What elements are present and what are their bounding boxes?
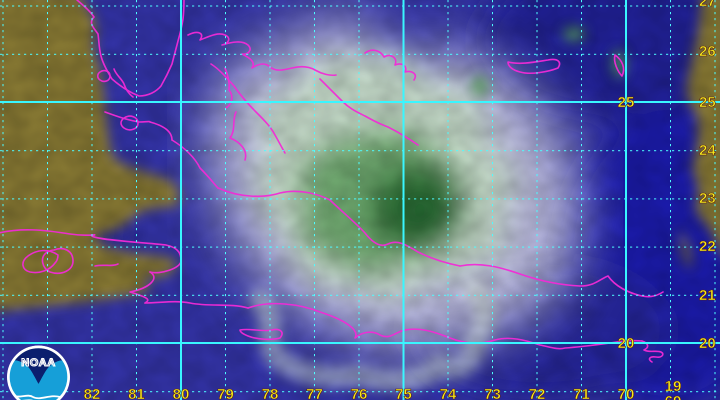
svg-text:73: 73 <box>484 386 501 400</box>
svg-text:70: 70 <box>618 386 635 400</box>
svg-text:25: 25 <box>699 94 716 111</box>
svg-text:20: 20 <box>699 335 716 352</box>
svg-text:NOAA: NOAA <box>21 357 55 369</box>
svg-text:24: 24 <box>699 142 716 159</box>
svg-text:76: 76 <box>351 386 368 400</box>
svg-text:78: 78 <box>262 386 279 400</box>
svg-text:72: 72 <box>529 386 546 400</box>
svg-text:27: 27 <box>699 0 716 10</box>
svg-text:22: 22 <box>699 238 716 255</box>
svg-text:21: 21 <box>699 287 716 304</box>
svg-text:77: 77 <box>306 386 323 400</box>
svg-text:20: 20 <box>618 335 635 352</box>
svg-text:26: 26 <box>699 43 716 60</box>
svg-text:80: 80 <box>173 386 190 400</box>
svg-text:75: 75 <box>395 386 412 400</box>
svg-text:81: 81 <box>128 386 145 400</box>
svg-text:79: 79 <box>217 386 234 400</box>
svg-text:74: 74 <box>440 386 457 400</box>
svg-text:69: 69 <box>665 393 682 400</box>
svg-text:25: 25 <box>618 94 635 111</box>
svg-text:23: 23 <box>699 190 716 207</box>
svg-text:82: 82 <box>84 386 101 400</box>
svg-text:71: 71 <box>573 386 590 400</box>
